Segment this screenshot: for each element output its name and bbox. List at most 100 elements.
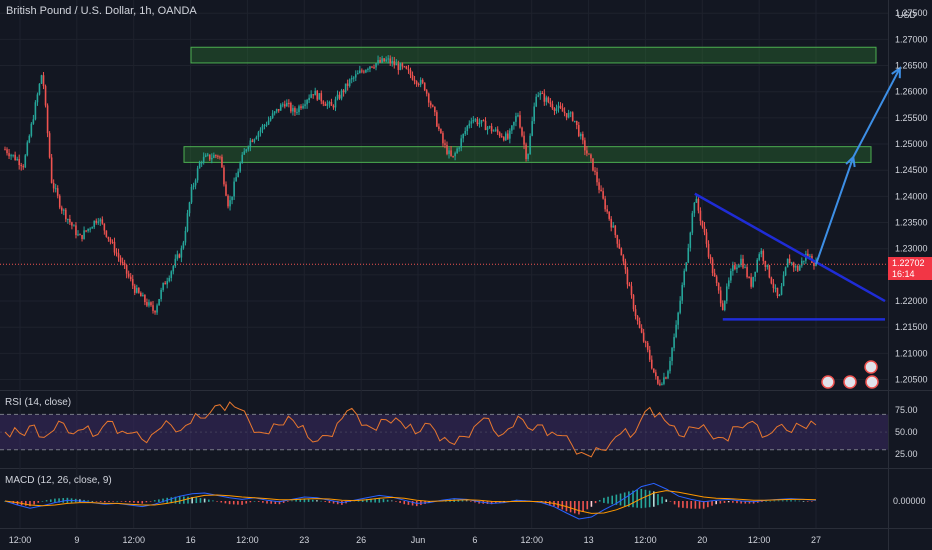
candle-body bbox=[119, 257, 122, 262]
candle-body bbox=[322, 101, 325, 104]
candle-body bbox=[97, 221, 100, 223]
candle-body bbox=[531, 121, 533, 136]
candle-body bbox=[241, 154, 244, 164]
candle-body bbox=[618, 243, 621, 249]
candle-body bbox=[565, 113, 568, 118]
macd-histogram-bar bbox=[690, 501, 693, 509]
candle-body bbox=[444, 143, 446, 145]
candle-body bbox=[717, 283, 720, 291]
candle-body bbox=[551, 104, 554, 109]
candle-body bbox=[533, 106, 535, 122]
candle-body bbox=[206, 154, 209, 156]
candle-body bbox=[784, 267, 787, 276]
macd-histogram-bar bbox=[594, 501, 597, 504]
candle-body bbox=[10, 155, 12, 157]
candle-body bbox=[200, 162, 203, 164]
time-tick-label: Jun bbox=[411, 535, 426, 545]
candle-body bbox=[634, 309, 637, 317]
macd-histogram-bar bbox=[191, 497, 193, 504]
candle-body bbox=[140, 292, 142, 297]
macd-histogram-bar bbox=[740, 501, 742, 504]
candle-body bbox=[399, 63, 402, 70]
candle-body bbox=[703, 226, 706, 233]
price-tick-label: 1.25000 bbox=[895, 139, 928, 149]
candle-body bbox=[407, 68, 410, 71]
candle-body bbox=[527, 154, 529, 160]
candle-body bbox=[606, 209, 608, 212]
macd-histogram-bar bbox=[112, 501, 114, 502]
macd-histogram-bar bbox=[623, 492, 626, 507]
candle-body bbox=[557, 105, 560, 109]
candle-body bbox=[411, 74, 414, 80]
macd-title[interactable]: MACD (12, 26, close, 9) bbox=[5, 475, 112, 486]
price-tick-label: 1.23000 bbox=[895, 244, 928, 254]
macd-histogram-bar bbox=[378, 498, 381, 503]
economic-event-icon bbox=[821, 375, 835, 389]
candle-body bbox=[788, 258, 791, 264]
candle-body bbox=[296, 112, 298, 114]
macd-histogram-bar bbox=[207, 499, 210, 502]
candle-body bbox=[127, 273, 130, 277]
rsi-title[interactable]: RSI (14, close) bbox=[5, 397, 72, 408]
candle-body bbox=[582, 134, 584, 141]
candle-body bbox=[67, 218, 69, 220]
candle-body bbox=[229, 200, 231, 207]
candle-body bbox=[81, 234, 83, 239]
candle-body bbox=[221, 156, 223, 168]
candle-body bbox=[168, 277, 171, 282]
candle-body bbox=[650, 359, 653, 369]
macd-histogram-bar bbox=[120, 501, 123, 502]
currency-label: USD bbox=[897, 10, 917, 20]
candle-body bbox=[452, 155, 454, 157]
candle-body bbox=[752, 276, 754, 287]
candle-body bbox=[192, 185, 195, 187]
macd-histogram-bar bbox=[590, 501, 593, 507]
candle-body bbox=[16, 159, 18, 161]
candle-body bbox=[648, 349, 651, 360]
macd-histogram-bar bbox=[395, 501, 397, 502]
candle-body bbox=[456, 148, 458, 154]
macd-histogram-bar bbox=[723, 501, 726, 503]
candle-body bbox=[144, 294, 146, 303]
candle-body bbox=[148, 302, 150, 306]
candle-body bbox=[458, 147, 460, 149]
candle-body bbox=[687, 247, 690, 263]
time-tick-label: 12:00 bbox=[122, 535, 145, 545]
candle-body bbox=[150, 302, 152, 306]
candle-body bbox=[588, 153, 590, 155]
candle-body bbox=[608, 211, 610, 219]
candle-body bbox=[397, 63, 400, 70]
candle-body bbox=[575, 120, 578, 126]
candle-body bbox=[71, 222, 73, 226]
candle-body bbox=[721, 303, 724, 311]
macd-histogram-bar bbox=[216, 501, 218, 502]
macd-histogram-bar bbox=[756, 501, 759, 503]
macd-histogram-bar bbox=[153, 500, 156, 502]
candle-body bbox=[675, 324, 677, 338]
macd-line bbox=[4, 482, 817, 520]
candle-body bbox=[255, 137, 258, 140]
rsi-band bbox=[0, 414, 888, 450]
candle-body bbox=[186, 213, 189, 231]
candle-body bbox=[438, 126, 440, 130]
candle-body bbox=[571, 112, 574, 121]
macd-histogram-bar bbox=[128, 501, 131, 503]
candle-body bbox=[330, 102, 333, 106]
candle-body bbox=[348, 79, 351, 86]
candle-body bbox=[600, 189, 602, 192]
candle-body bbox=[590, 154, 592, 159]
candle-body bbox=[740, 258, 742, 266]
candle-body bbox=[373, 67, 375, 69]
candle-body bbox=[312, 94, 314, 96]
candle-body bbox=[732, 265, 734, 272]
candle-body bbox=[598, 182, 600, 190]
candle-body bbox=[809, 255, 811, 257]
candle-body bbox=[279, 104, 282, 111]
candle-body bbox=[352, 77, 355, 79]
candle-body bbox=[251, 140, 254, 142]
macd-histogram-bar bbox=[386, 499, 389, 502]
candle-body bbox=[616, 235, 619, 244]
candle-body bbox=[302, 105, 304, 109]
candle-body bbox=[486, 127, 489, 131]
